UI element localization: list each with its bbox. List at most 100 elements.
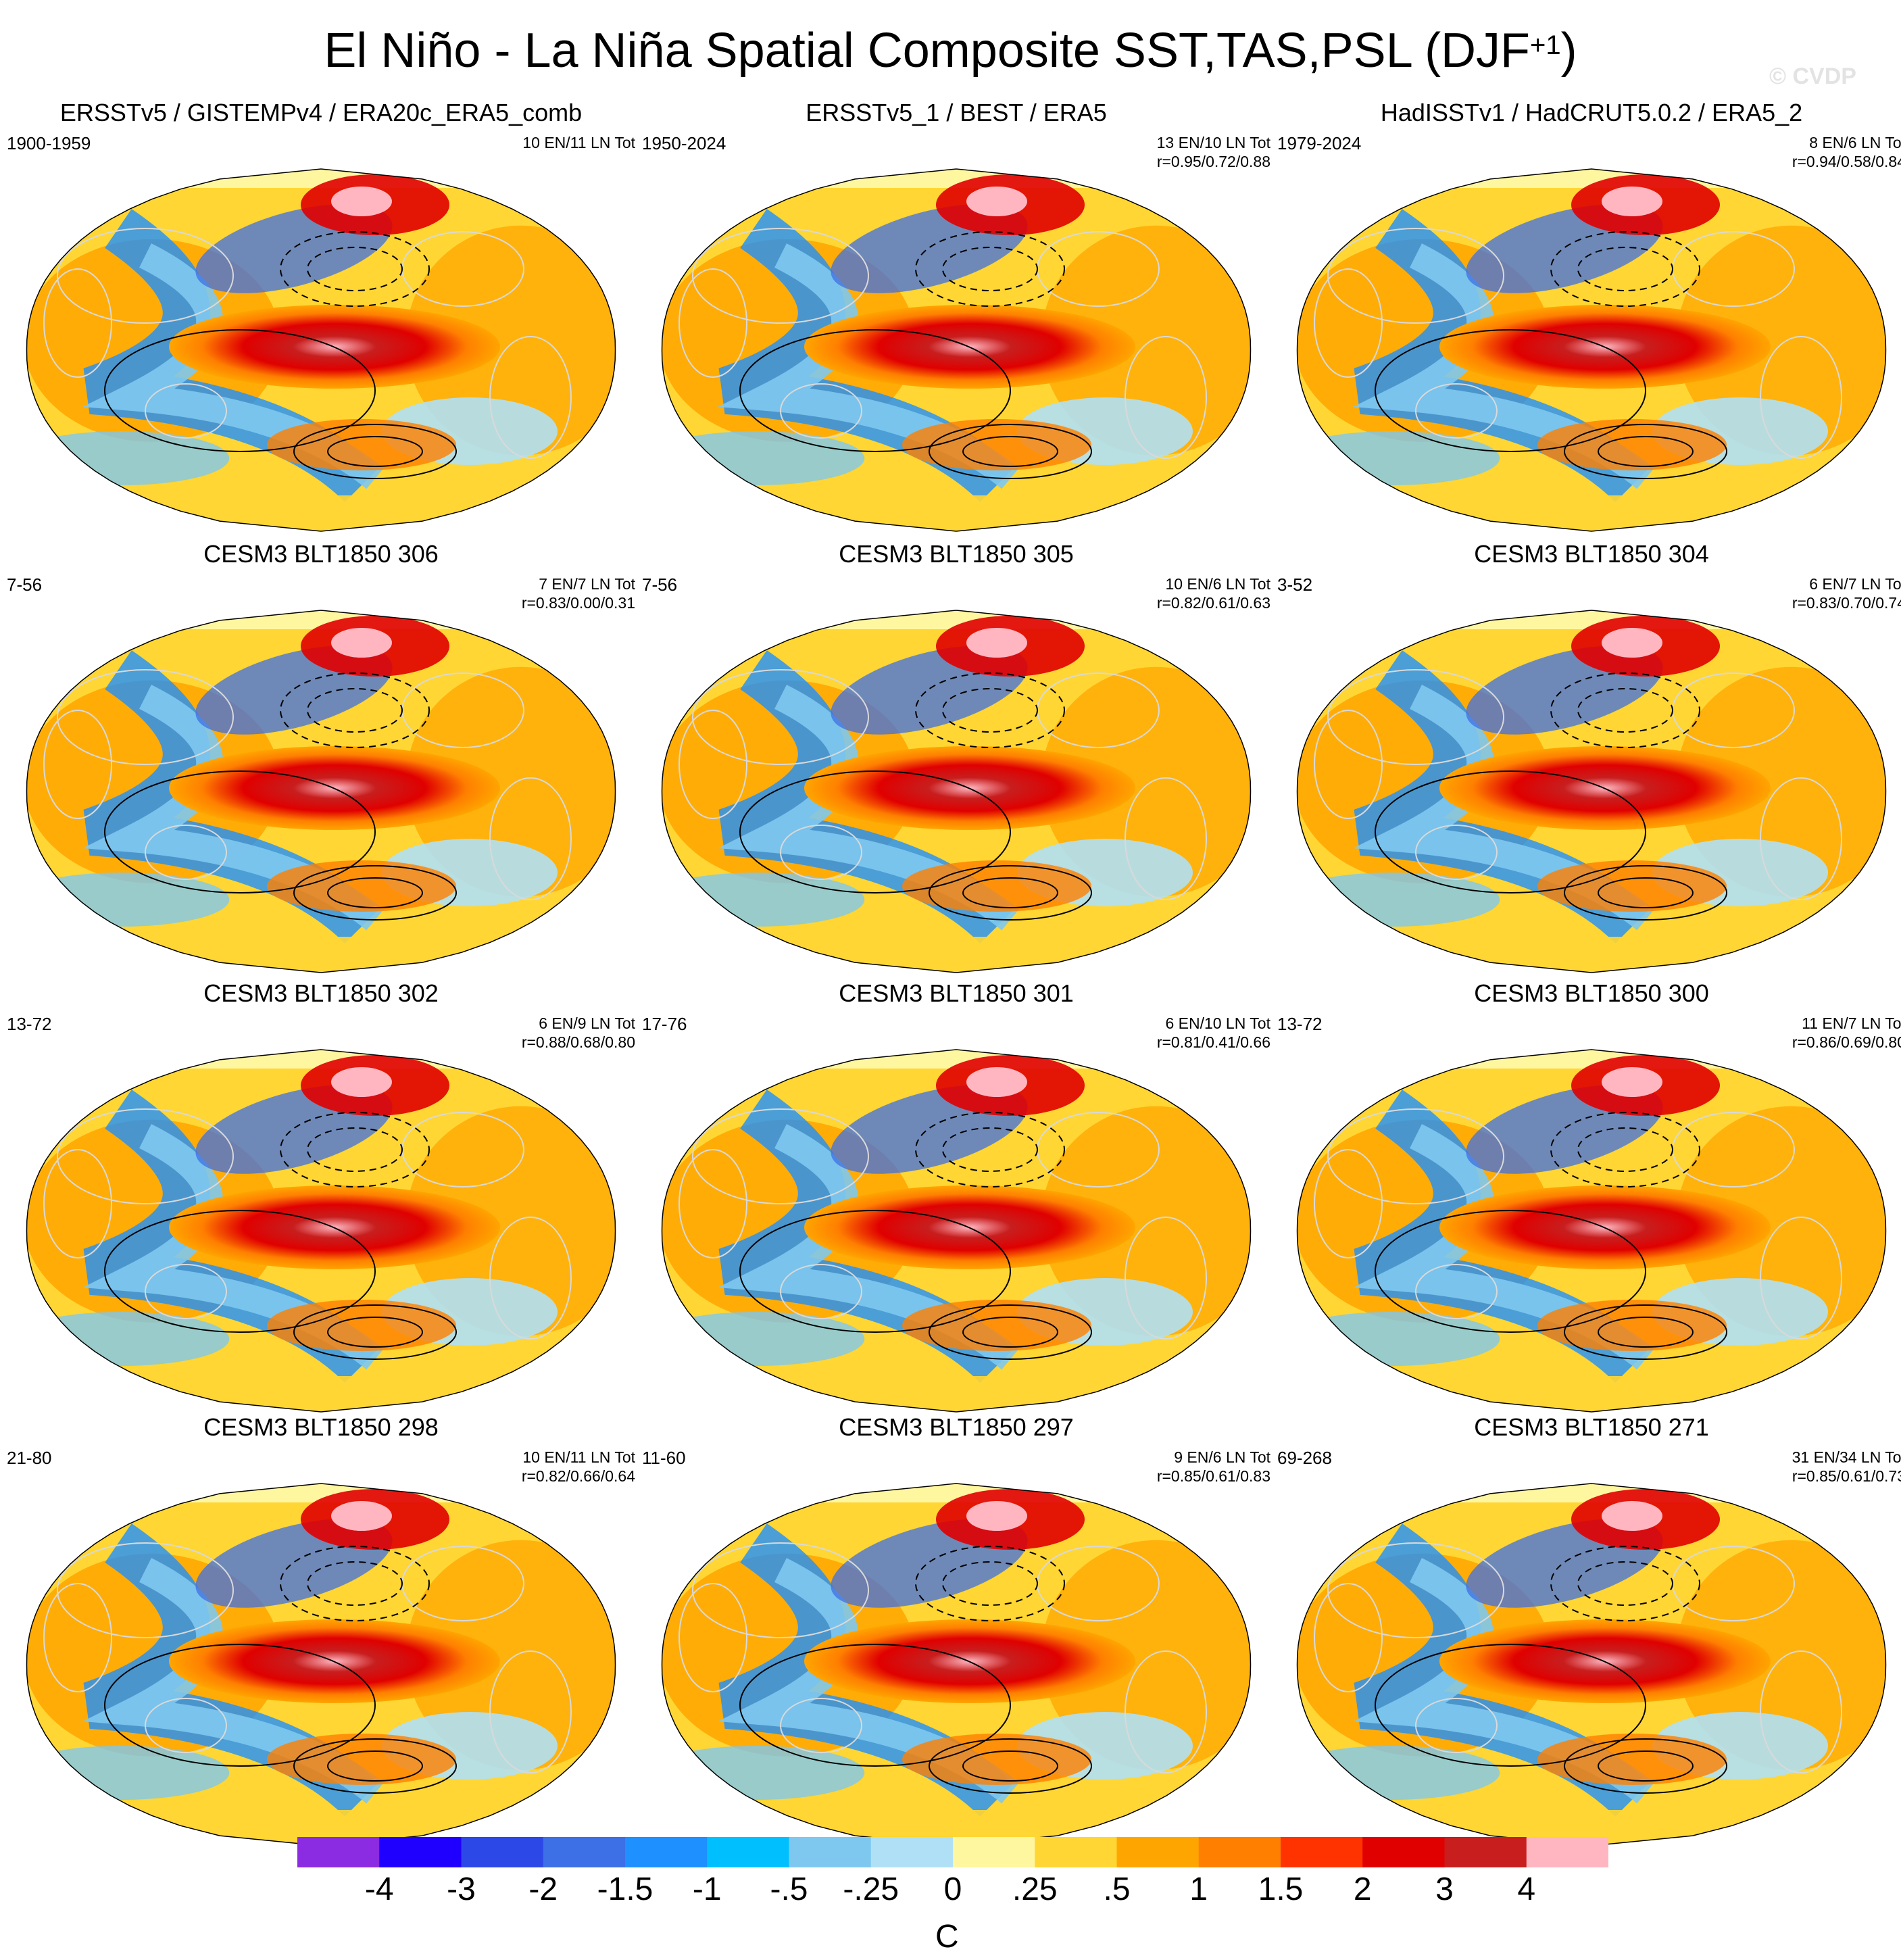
event-counts: 9 EN/6 LN Tot bbox=[1174, 1448, 1270, 1466]
panel-title: CESM3 BLT1850 271 bbox=[1474, 1413, 1709, 1441]
continent-outline bbox=[692, 1542, 869, 1638]
panel-period: 1979-2024 bbox=[1277, 133, 1362, 153]
warm-hotspot bbox=[331, 628, 392, 658]
panel-stats: 11 EN/7 LN Tot r=0.86/0.69/0.80 bbox=[1792, 1014, 1901, 1052]
colorbar-swatch bbox=[1198, 1837, 1281, 1867]
cool-region bbox=[26, 431, 230, 485]
psl-contour bbox=[280, 1112, 430, 1187]
panel-title: CESM3 BLT1850 297 bbox=[839, 1413, 1074, 1441]
continent-outline bbox=[692, 1108, 869, 1204]
psl-contour bbox=[962, 877, 1058, 908]
cool-region bbox=[662, 431, 865, 485]
psl-contour bbox=[739, 1644, 1011, 1767]
pattern-correlation: r=0.95/0.72/0.88 bbox=[1156, 153, 1270, 170]
colorbar-tick-label: -1 bbox=[692, 1871, 722, 1907]
colorbar-swatch bbox=[870, 1837, 954, 1867]
cool-region bbox=[662, 873, 865, 927]
psl-contour bbox=[962, 1750, 1058, 1782]
pattern-correlation: r=0.81/0.41/0.66 bbox=[1156, 1033, 1270, 1051]
psl-contour bbox=[104, 1644, 376, 1767]
psl-contour bbox=[739, 1210, 1011, 1333]
continent-outline bbox=[489, 1217, 572, 1340]
psl-contour bbox=[1577, 247, 1673, 291]
continent-outline bbox=[1760, 777, 1842, 900]
map-panel: CESM3 BLT1850 301 17-76 6 EN/10 LN Tot r=0.… bbox=[642, 979, 1270, 1431]
map-panel: CESM3 BLT1850 298 21-80 10 EN/11 LN Tot r=0… bbox=[7, 1413, 635, 1865]
warm-hotspot bbox=[966, 628, 1027, 658]
composite-map bbox=[1296, 1483, 1887, 1846]
panel-period: 11-60 bbox=[642, 1448, 686, 1468]
map-boundary bbox=[26, 1049, 616, 1413]
psl-contour bbox=[1598, 436, 1694, 467]
continent-outline bbox=[1125, 1217, 1207, 1340]
psl-contour bbox=[962, 1317, 1058, 1348]
panel-stats: 6 EN/7 LN Tot r=0.83/0.70/0.74 bbox=[1792, 574, 1901, 612]
panel-title: CESM3 BLT1850 301 bbox=[839, 979, 1074, 1007]
map-boundary bbox=[26, 1483, 616, 1846]
psl-contour bbox=[104, 1210, 376, 1333]
event-counts: 10 EN/11 LN Tot bbox=[522, 134, 635, 151]
psl-contour bbox=[293, 865, 457, 921]
panel-period: 1900-1959 bbox=[7, 133, 91, 153]
map-panel: CESM3 BLT1850 304 3-52 6 EN/7 LN Tot r=0.83… bbox=[1277, 539, 1901, 992]
composite-map bbox=[26, 610, 616, 973]
event-counts: 10 EN/11 LN Tot bbox=[522, 1448, 635, 1466]
colorbar-tick-label: 0 bbox=[943, 1871, 962, 1907]
cool-region bbox=[26, 1312, 230, 1366]
polar-band bbox=[662, 937, 1251, 973]
psl-contour bbox=[1550, 1546, 1700, 1621]
map-panel: ERSSTv5_1 / BEST / ERA5 1950-2024 13 EN/10… bbox=[642, 98, 1270, 551]
psl-contour bbox=[307, 688, 403, 733]
polar-band bbox=[662, 1484, 1251, 1502]
polar-band bbox=[1297, 937, 1886, 973]
continent-outline bbox=[489, 336, 572, 459]
polar-band bbox=[26, 1376, 616, 1412]
continent-outline bbox=[1760, 1217, 1842, 1340]
panel-stats: 10 EN/11 LN Tot bbox=[522, 133, 635, 152]
warm-hotspot bbox=[1602, 1067, 1662, 1097]
panel-stats: 31 EN/34 LN Tot r=0.85/0.61/0.73 bbox=[1792, 1448, 1901, 1486]
warm-region bbox=[1537, 419, 1727, 470]
psl-contour bbox=[1375, 1210, 1646, 1333]
cool-region bbox=[662, 1746, 865, 1800]
event-counts: 6 EN/7 LN Tot bbox=[1809, 575, 1901, 593]
psl-contour bbox=[327, 436, 423, 467]
polar-band bbox=[26, 610, 616, 629]
panel-period: 3-52 bbox=[1277, 574, 1313, 595]
polar-band bbox=[26, 495, 616, 531]
psl-contour bbox=[1375, 329, 1646, 452]
continent-outline bbox=[780, 1698, 862, 1753]
psl-contour bbox=[942, 1561, 1038, 1606]
psl-contour bbox=[962, 436, 1058, 467]
psl-contour bbox=[307, 1127, 403, 1172]
map-panel: CESM3 BLT1850 297 11-60 9 EN/6 LN Tot r=0.8… bbox=[642, 1413, 1270, 1865]
continent-outline bbox=[1125, 1650, 1207, 1773]
map-boundary bbox=[661, 610, 1252, 973]
continent-outline bbox=[1327, 228, 1504, 324]
colorbar-swatch bbox=[461, 1837, 544, 1867]
warm-hotspot bbox=[966, 187, 1027, 216]
composite-map bbox=[661, 168, 1252, 532]
psl-contour bbox=[327, 1750, 423, 1782]
warm-hotspot bbox=[1602, 628, 1662, 658]
cool-region bbox=[26, 1746, 230, 1800]
polar-band bbox=[26, 937, 616, 973]
colorbar-swatch bbox=[1362, 1837, 1445, 1867]
psl-contour bbox=[929, 424, 1092, 479]
panel-stats: 8 EN/6 LN Tot r=0.94/0.58/0.84 bbox=[1792, 133, 1901, 171]
event-counts: 7 EN/7 LN Tot bbox=[539, 575, 635, 593]
colorbar-tick-label: 1.5 bbox=[1258, 1871, 1304, 1907]
psl-contour bbox=[1564, 1738, 1727, 1794]
colorbar-swatch bbox=[707, 1837, 789, 1867]
colorbar-tick-label: -2 bbox=[528, 1871, 558, 1907]
polar-band bbox=[26, 1484, 616, 1502]
continent-outline bbox=[145, 825, 227, 880]
colorbar-tick-label: .5 bbox=[1103, 1871, 1131, 1907]
polar-band bbox=[662, 1050, 1251, 1069]
continent-outline bbox=[57, 228, 234, 324]
psl-contour bbox=[1564, 865, 1727, 921]
map-boundary bbox=[26, 610, 616, 973]
pattern-correlation: r=0.82/0.66/0.64 bbox=[521, 1467, 635, 1485]
cool-region bbox=[1297, 431, 1500, 485]
colorbar-unit: C bbox=[935, 1919, 959, 1955]
